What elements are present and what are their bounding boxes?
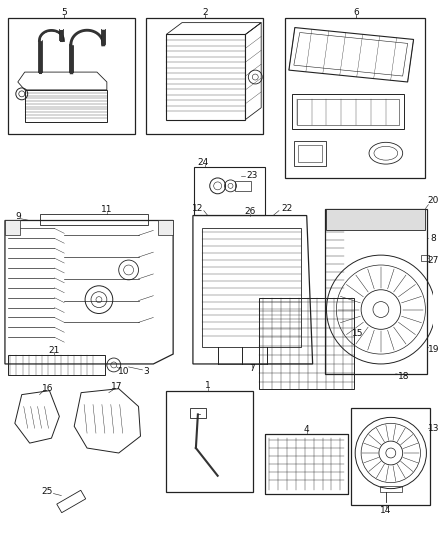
Bar	[158, 221, 173, 236]
Bar	[421, 255, 429, 261]
Text: 23: 23	[247, 172, 258, 181]
Text: 21: 21	[49, 345, 60, 354]
Text: 2: 2	[202, 8, 208, 17]
Text: 22: 22	[281, 204, 293, 213]
Bar	[5, 221, 20, 236]
Text: 6: 6	[353, 8, 359, 17]
Text: 1: 1	[205, 381, 211, 390]
Text: 27: 27	[427, 255, 438, 264]
Text: 24: 24	[197, 158, 208, 167]
Text: 10: 10	[118, 367, 129, 376]
Text: 8: 8	[431, 234, 436, 243]
Bar	[202, 229, 301, 347]
Text: 26: 26	[245, 207, 256, 216]
Text: 11: 11	[101, 205, 113, 214]
Bar	[194, 167, 265, 215]
Text: 25: 25	[42, 487, 53, 496]
Text: 13: 13	[427, 424, 438, 433]
Text: 18: 18	[398, 373, 410, 381]
Text: 5: 5	[61, 8, 67, 17]
Bar	[39, 214, 148, 225]
Bar	[8, 355, 105, 375]
Text: 4: 4	[304, 425, 310, 434]
Text: 19: 19	[427, 345, 438, 353]
Text: 14: 14	[380, 506, 392, 515]
Text: 9: 9	[15, 212, 21, 221]
Text: 20: 20	[427, 196, 438, 205]
Text: 16: 16	[42, 384, 53, 393]
Bar	[326, 208, 425, 230]
Bar	[380, 486, 402, 491]
Text: 17: 17	[111, 382, 123, 391]
Bar	[285, 18, 425, 178]
Bar	[166, 391, 253, 491]
Bar	[294, 141, 325, 166]
Text: 12: 12	[192, 204, 204, 213]
Bar	[259, 297, 354, 389]
Bar	[298, 146, 321, 162]
Text: 15: 15	[353, 329, 364, 338]
Bar	[146, 18, 263, 134]
Bar	[265, 434, 348, 494]
Bar	[190, 408, 206, 418]
Text: 7: 7	[249, 365, 255, 374]
Bar	[236, 181, 251, 191]
Bar	[351, 408, 431, 505]
Bar	[8, 18, 134, 134]
Text: 3: 3	[144, 367, 149, 376]
